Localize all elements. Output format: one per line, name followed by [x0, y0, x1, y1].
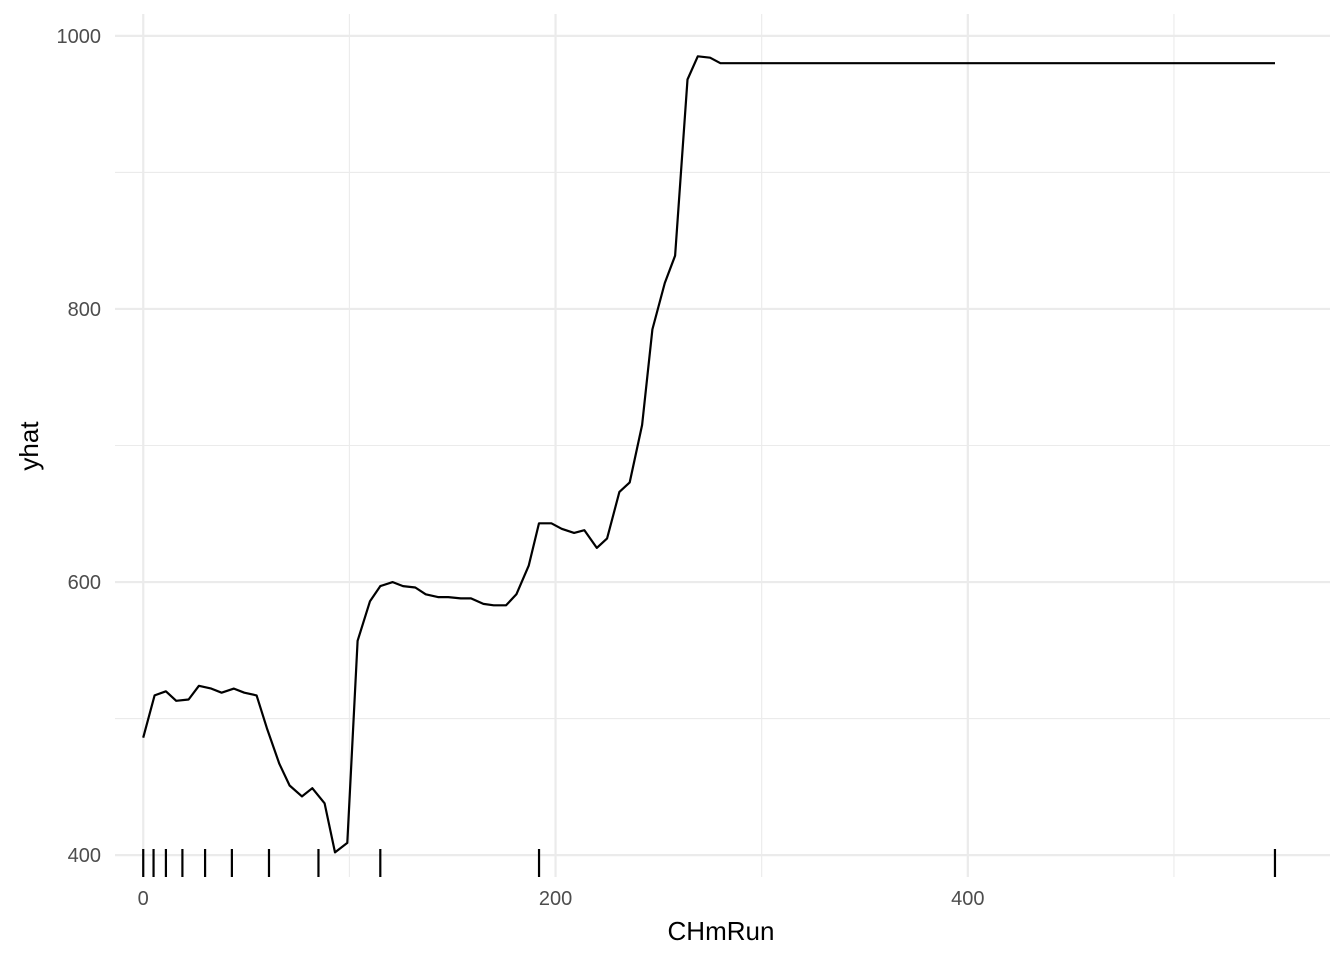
series-layer	[142, 55, 1275, 854]
y-tick-label: 600	[68, 572, 101, 594]
x-tick-label: 400	[951, 888, 984, 910]
x-axis-tick-labels: 0 200 400	[138, 888, 985, 910]
y-axis-tick-labels: 400 600 800 1000	[57, 26, 102, 867]
rug-layer	[142, 849, 1277, 877]
y-axis-title: yhat	[14, 421, 44, 471]
major-gridlines	[115, 14, 1330, 877]
y-tick-label: 800	[68, 299, 101, 321]
y-tick-label: 1000	[57, 26, 102, 48]
minor-gridlines	[115, 14, 1330, 877]
x-tick-label: 0	[138, 888, 149, 910]
x-axis-title: CHmRun	[668, 916, 775, 946]
y-tick-label: 400	[68, 845, 101, 867]
x-tick-label: 200	[539, 888, 572, 910]
series-line	[142, 55, 1275, 854]
